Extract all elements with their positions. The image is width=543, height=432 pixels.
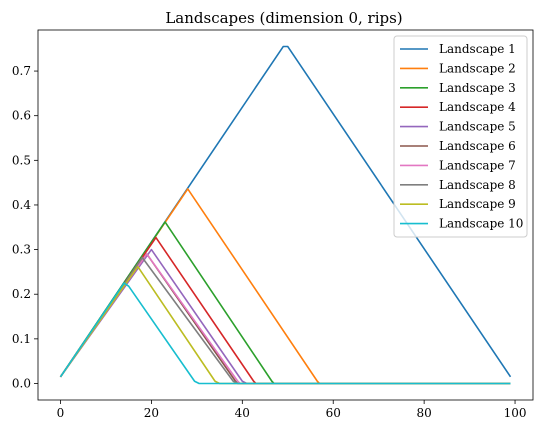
- y-tick-label: 0.4: [12, 198, 31, 212]
- legend-label-1: Landscape 1: [439, 42, 516, 56]
- legend-label-2: Landscape 2: [439, 61, 516, 75]
- y-tick-label: 0.7: [12, 64, 31, 78]
- legend-label-7: Landscape 7: [439, 158, 516, 172]
- y-tick-label: 0.3: [12, 243, 31, 257]
- x-tick-label: 80: [416, 406, 431, 420]
- legend-label-4: Landscape 4: [439, 100, 516, 114]
- legend-label-10: Landscape 10: [439, 217, 523, 231]
- legend-label-6: Landscape 6: [439, 139, 516, 153]
- legend-label-5: Landscape 5: [439, 120, 516, 134]
- legend-label-9: Landscape 9: [439, 197, 516, 211]
- y-tick-label: 0.0: [12, 376, 31, 390]
- legend: Landscape 1 Landscape 2 Landscape 3 Landsca…: [394, 36, 527, 237]
- legend-label-3: Landscape 3: [439, 81, 516, 95]
- x-tick-label: 0: [57, 406, 65, 420]
- y-tick-label: 0.2: [12, 287, 31, 301]
- x-tick-label: 20: [144, 406, 159, 420]
- legend-label-8: Landscape 8: [439, 178, 516, 192]
- chart-title: Landscapes (dimension 0, rips): [165, 9, 402, 27]
- x-tick-label: 100: [504, 406, 527, 420]
- x-tick-label: 60: [326, 406, 341, 420]
- y-tick-label: 0.1: [12, 332, 31, 346]
- y-tick-label: 0.5: [12, 153, 31, 167]
- y-tick-label: 0.6: [12, 109, 31, 123]
- x-tick-label: 40: [235, 406, 250, 420]
